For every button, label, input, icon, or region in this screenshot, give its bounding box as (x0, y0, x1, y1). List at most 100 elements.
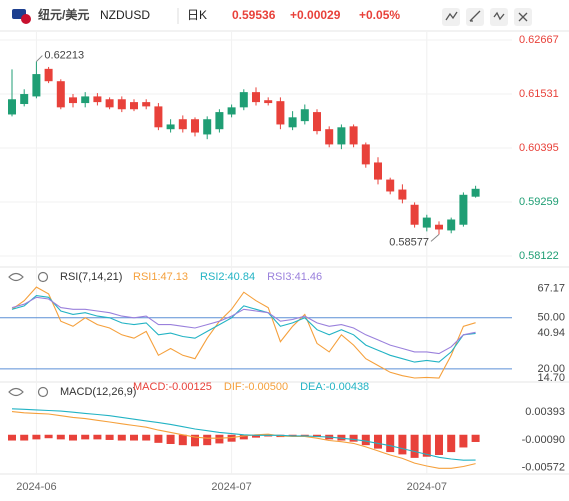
candle-body (349, 126, 358, 145)
histogram-bar (32, 434, 41, 440)
histogram-bar (471, 434, 480, 442)
candle-body (44, 68, 53, 82)
histogram-bar (227, 434, 236, 442)
histogram-bar (435, 434, 443, 455)
indicator-title: RSI(7,14,21) (60, 271, 122, 283)
x-tick-label: 2024-07 (211, 481, 251, 493)
candle-body (276, 101, 285, 125)
candle-body (20, 94, 29, 105)
histogram-bar (410, 434, 419, 458)
candle-body (239, 92, 248, 108)
y-tick-label: 0.59259 (519, 196, 559, 208)
histogram-bar (313, 434, 321, 438)
candle-body (374, 162, 382, 180)
change-pct: +0.05% (359, 8, 400, 22)
toolbar (442, 8, 532, 26)
indicator-line (11, 295, 476, 363)
tool-icon (518, 12, 528, 22)
symbol[interactable]: NZDUSD (100, 8, 150, 22)
candle-body (56, 81, 65, 108)
histogram-bar (8, 434, 16, 441)
tool-icon (445, 11, 458, 21)
histogram-bar (386, 434, 395, 453)
candle-body (154, 106, 163, 128)
candle-body (300, 109, 309, 122)
tool-button[interactable] (442, 8, 460, 26)
histogram-bar (459, 434, 468, 448)
histogram-bar (154, 434, 163, 443)
legend-entry: RSI1:47.13 (133, 271, 188, 283)
candle-body (252, 92, 260, 103)
eye-icon[interactable] (8, 272, 24, 282)
y-tick-label: 0.58122 (519, 250, 559, 262)
candle-body (471, 188, 480, 197)
candle-body (105, 99, 114, 108)
candle-body (410, 204, 419, 225)
histogram-bar (178, 434, 187, 446)
panel-icons (8, 271, 49, 398)
histogram-bar (130, 434, 138, 441)
histogram-bar (203, 434, 212, 446)
candle-body (459, 194, 468, 225)
histogram-bar (117, 434, 126, 441)
histogram-bar (142, 434, 151, 441)
pair-name: 纽元/美元 (38, 7, 89, 22)
y-tick-label: 0.60395 (519, 142, 559, 154)
histogram-bar (191, 434, 199, 447)
y-tick-label: 67.17 (537, 282, 565, 294)
legend-entry: MACD:-0.00125 (133, 381, 212, 393)
histogram-bar (447, 434, 456, 453)
histogram-bar (166, 434, 175, 444)
histogram-bar (44, 434, 53, 439)
histogram-bar (81, 434, 90, 440)
candle-body (166, 124, 175, 130)
histogram-bar (300, 434, 309, 436)
gear-icon[interactable] (37, 386, 49, 398)
candle-body (313, 112, 321, 132)
histogram-bar (252, 434, 260, 438)
change: +0.00029 (290, 8, 341, 22)
candle-body (69, 97, 77, 104)
flag-icon (21, 14, 31, 24)
candle-body (337, 127, 346, 145)
legend-entry: RSI2:40.84 (200, 271, 255, 283)
histogram-bar (361, 434, 370, 446)
candle-body (8, 99, 16, 115)
histogram-bar (374, 434, 382, 449)
y-tick-label: -0.00090 (522, 434, 565, 446)
candle-body (215, 112, 224, 130)
tool-icon (493, 11, 505, 21)
y-tick-label: 40.94 (537, 327, 565, 339)
tool-icon (469, 10, 481, 22)
period[interactable]: 日K (187, 8, 207, 22)
low-annotation: 0.58577 (389, 236, 429, 248)
histogram-bar (56, 434, 65, 440)
indicator-title: MACD(12,26,9) (60, 386, 136, 398)
indicator-line (11, 296, 476, 355)
candle-body (325, 129, 334, 145)
candle-body (93, 96, 102, 103)
candle-body (117, 99, 126, 110)
candle-body (142, 102, 151, 107)
annotation-leader (430, 233, 440, 242)
gear-icon[interactable] (37, 271, 49, 283)
x-tick-label: 2024-06 (16, 481, 56, 493)
candle-body (361, 144, 370, 165)
annotation-leader (36, 55, 43, 62)
candle-body (32, 74, 41, 97)
candle-body (386, 179, 395, 192)
eye-icon[interactable] (8, 387, 24, 397)
histogram-bar (337, 434, 346, 441)
high-annotation: 0.62213 (44, 49, 84, 61)
histogram-bar (215, 434, 224, 444)
candle-body (447, 219, 456, 231)
y-tick-label: 0.62667 (519, 34, 559, 46)
y-tick-label: 20.00 (537, 363, 565, 375)
candle-body (288, 117, 297, 128)
tool-button[interactable] (466, 8, 484, 26)
y-tick-label: 14.70 (537, 372, 565, 384)
candle-body (422, 217, 431, 228)
indicator-line (11, 286, 476, 379)
